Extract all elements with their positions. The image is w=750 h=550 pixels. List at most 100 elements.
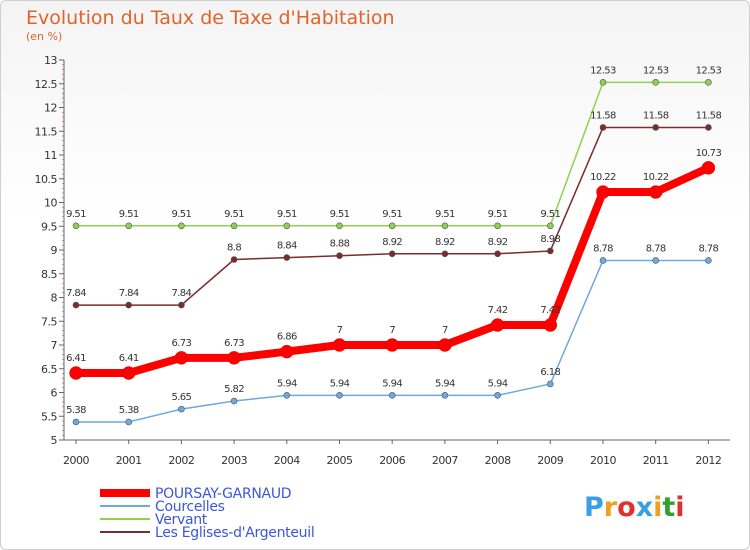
data-point: [599, 124, 607, 131]
data-point: [494, 392, 501, 399]
y-tick-label: 11.5: [35, 125, 58, 138]
data-label: 9.51: [119, 209, 139, 220]
data-point: [178, 222, 185, 230]
data-label: 7: [389, 325, 395, 336]
data-label: 5.94: [488, 378, 508, 389]
data-point: [283, 254, 291, 261]
data-point: [385, 338, 399, 352]
x-tick-label: 2009: [537, 454, 563, 467]
data-label: 5.94: [277, 378, 297, 389]
chart-title: Evolution du Taux de Taxe d'Habitation: [26, 7, 395, 29]
x-tick-label: 2011: [643, 454, 669, 467]
data-point: [652, 257, 660, 264]
data-point: [705, 124, 712, 131]
y-tick-label: 6: [51, 387, 58, 400]
data-point: [599, 257, 607, 264]
data-label: 7.84: [66, 288, 86, 299]
data-label: 11.58: [696, 110, 722, 121]
data-point: [125, 301, 132, 309]
series-3: [72, 124, 712, 309]
data-label: 9.51: [330, 209, 350, 220]
y-tick-label: 5: [51, 434, 58, 447]
legend-label: POURSAY-GARNAUD: [155, 486, 291, 502]
x-tick-label: 2003: [221, 454, 247, 467]
data-point: [599, 79, 607, 86]
data-point: [543, 318, 558, 332]
data-point: [388, 392, 396, 399]
data-label: 10.22: [590, 172, 616, 183]
data-point: [494, 222, 501, 230]
y-tick-label: 9.5: [41, 220, 57, 233]
series-1: [72, 257, 712, 426]
data-point: [125, 418, 132, 426]
data-point: [336, 222, 343, 230]
data-point: [441, 392, 449, 399]
data-label: 5.94: [435, 378, 455, 389]
y-tick-label: 10.5: [35, 173, 58, 186]
y-tick-label: 12.5: [35, 78, 58, 91]
x-tick-label: 2012: [695, 454, 721, 467]
data-point: [69, 366, 83, 380]
data-point: [280, 344, 294, 359]
data-label: 9.51: [540, 209, 560, 220]
proxiti-logo: Proxiti: [584, 492, 685, 523]
x-tick-label: 2001: [116, 454, 142, 467]
data-label: 12.53: [643, 65, 669, 76]
data-labels: 9.51 9.51 9.51 9.51 9.51 9.51 9.51 9.51 9.51 9.51…: [66, 65, 722, 416]
data-point: [227, 351, 241, 365]
data-label: 8.98: [540, 234, 560, 245]
y-tick-label: 6.5: [41, 363, 57, 376]
data-point: [494, 250, 501, 258]
data-point: [546, 380, 554, 388]
data-label: 8.78: [646, 243, 666, 254]
data-label: 12.53: [696, 65, 722, 76]
data-point: [178, 301, 185, 309]
data-label: 8.88: [330, 239, 350, 250]
data-label: 10.22: [643, 172, 669, 183]
data-point: [705, 257, 712, 264]
axes: 5 5.5 6 6.5 7 7.5 8 8.5 9 9.5 10 10.5 11 11.5 12 12.5 13…: [35, 54, 730, 467]
y-tick-label: 12: [44, 102, 57, 115]
data-point: [125, 222, 132, 230]
data-label: 7: [337, 325, 343, 336]
data-label: 9.51: [488, 209, 508, 220]
data-label: 7.42: [540, 305, 560, 316]
legend-label: Courcelles: [155, 499, 225, 515]
data-point: [648, 185, 663, 199]
x-tick-label: 2004: [274, 454, 300, 467]
data-label: 11.58: [643, 110, 669, 121]
legend-label: Les Eglises-d'Argenteuil: [155, 525, 314, 541]
data-label: 5.82: [224, 384, 244, 395]
data-point: [230, 256, 238, 263]
data-label: 8.8: [227, 243, 241, 254]
data-point: [72, 418, 80, 426]
series-2: [72, 79, 712, 230]
x-tick-label: 2005: [327, 454, 353, 467]
data-point: [174, 351, 189, 365]
data-label: 8.78: [698, 243, 718, 254]
data-label: 8.92: [488, 237, 508, 248]
data-label: 7: [442, 325, 448, 336]
data-label: 9.51: [224, 209, 244, 220]
x-tick-label: 2000: [63, 454, 89, 467]
data-label: 6.73: [171, 338, 191, 349]
data-label: 12.53: [590, 65, 616, 76]
series-line: [76, 81, 709, 227]
y-tick-label: 10: [44, 197, 57, 210]
data-point: [438, 338, 452, 352]
y-tick-label: 9: [51, 244, 58, 257]
data-point: [336, 252, 343, 259]
data-label: 6.41: [119, 353, 139, 364]
data-label: 11.58: [590, 110, 616, 121]
x-tick-label: 2006: [379, 454, 405, 467]
data-label: 5.38: [119, 405, 139, 416]
data-point: [546, 222, 554, 230]
data-point: [701, 161, 716, 175]
data-label: 8.92: [382, 237, 402, 248]
data-label: 6.41: [66, 353, 86, 364]
data-label: 5.94: [330, 378, 350, 389]
data-point: [230, 222, 238, 230]
